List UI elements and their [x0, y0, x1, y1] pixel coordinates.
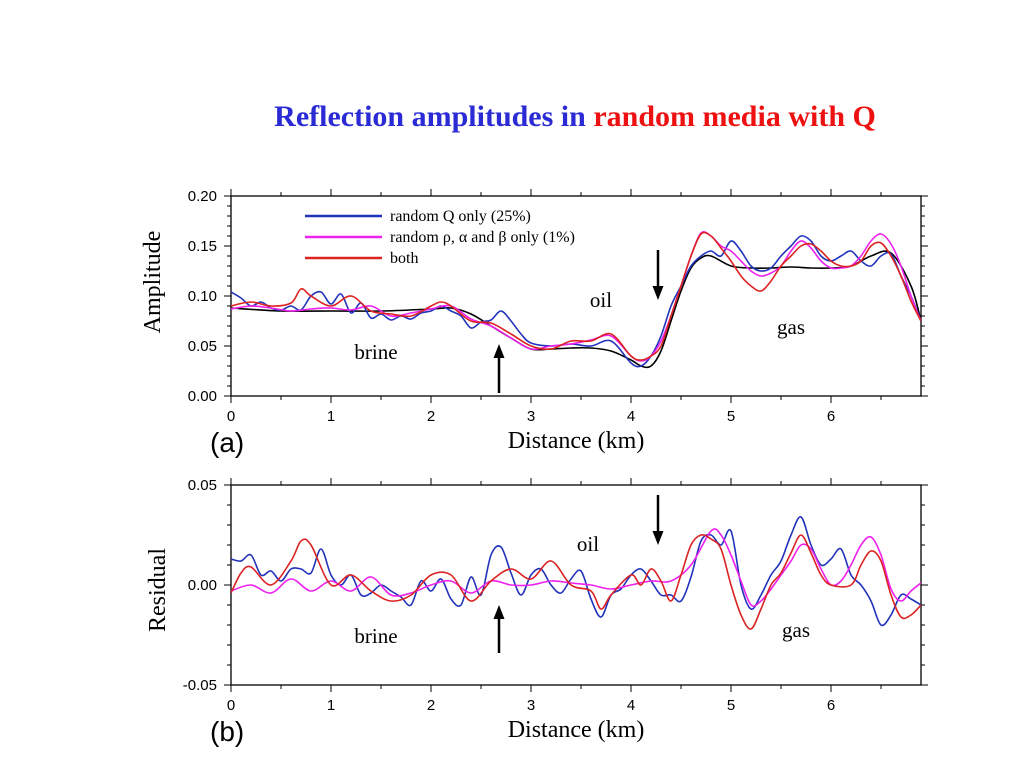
panel-b-x-tick-label: 6	[827, 697, 835, 714]
panel-b-x-tick-label: 0	[227, 697, 235, 714]
panel-a-x-axis-label: Distance (km)	[508, 428, 645, 454]
panel-a-frame	[230, 195, 922, 397]
panel-a-series-line-3	[231, 231, 921, 361]
legend-label-2: both	[390, 250, 418, 267]
panel-a-y-tick-label: 0.15	[188, 238, 217, 255]
panel-a-annotation-gas: gas	[777, 315, 805, 339]
panel-a-y-axis-label: Amplitude	[140, 231, 166, 334]
panel-b-y-tick-label: 0.05	[188, 477, 217, 494]
page-title: Reflection amplitudes in random media wi…	[0, 100, 1024, 134]
panel-a-y-tick-label: 0.00	[188, 388, 217, 405]
panel-b-series-line-0	[231, 516, 921, 627]
panel-b-arrow-head-0	[493, 605, 505, 619]
panel-b-x-tick-label: 3	[527, 697, 535, 714]
legend-label-0: random Q only (25%)	[390, 208, 531, 225]
panel-a-label: (a)	[210, 427, 244, 458]
panel-a-x-tick-label: 5	[727, 408, 735, 425]
panel-b-annotation-brine: brine	[354, 624, 397, 648]
panel-a-x-tick-label: 6	[827, 408, 835, 425]
panel-a-x-tick-label: 1	[327, 408, 335, 425]
panel-b-label: (b)	[210, 716, 244, 747]
title-part-red: random media with Q	[593, 100, 876, 133]
panel-b-x-tick-label: 1	[327, 697, 335, 714]
panel-a-arrow-head-0	[493, 344, 505, 358]
panel-a-arrow-head-1	[652, 286, 664, 300]
panel-a-series-line-0	[231, 250, 921, 369]
panel-b-annotation-oil: oil	[577, 532, 599, 556]
panel-b-y-axis-label: Residual	[145, 548, 171, 632]
panel-a-legend: random Q only (25%) random ρ, α and β onl…	[305, 208, 575, 267]
panel-b-y-tick-label: -0.05	[183, 677, 217, 694]
panel-a-annotation-brine: brine	[354, 340, 397, 364]
panel-a-x-tick-label: 2	[427, 408, 435, 425]
panel-a-x-tick-label: 4	[627, 408, 635, 425]
panel-a-y-tick-label: 0.10	[188, 288, 217, 305]
panel-b-series-group	[231, 516, 921, 630]
legend-label-1: random ρ, α and β only (1%)	[390, 229, 575, 246]
panel-b-series-line-2	[231, 533, 921, 630]
panel-a-y-tick-label: 0.05	[188, 338, 217, 355]
panel-b-y-tick-label: 0.00	[188, 577, 217, 594]
panel-a: 0 1 2 3 4 5 6 0.00 0.05 0.10 0.15 0.20 Distance (km)…	[140, 188, 928, 458]
panel-a-x-tick-label: 0	[227, 408, 235, 425]
panel-b-x-tick-label: 4	[627, 697, 635, 714]
panel-a-annotation-oil: oil	[590, 288, 612, 312]
panel-a-x-tick-label: 3	[527, 408, 535, 425]
panel-b-frame	[230, 484, 922, 686]
panel-b-annotation-gas: gas	[782, 618, 810, 642]
panel-b-x-tick-label: 5	[727, 697, 735, 714]
panel-a-series-group	[231, 230, 921, 369]
panel-b-arrow-head-1	[652, 531, 664, 545]
panel-b-x-axis-label: Distance (km)	[508, 717, 645, 743]
title-part-blue: Reflection amplitudes in	[274, 100, 594, 133]
panel-b: 0 1 2 3 4 5 6 -0.05 0.00 0.05 Distance (km) Residua…	[145, 477, 928, 747]
panel-b-x-tick-label: 2	[427, 697, 435, 714]
panel-a-y-tick-label: 0.20	[188, 188, 217, 205]
